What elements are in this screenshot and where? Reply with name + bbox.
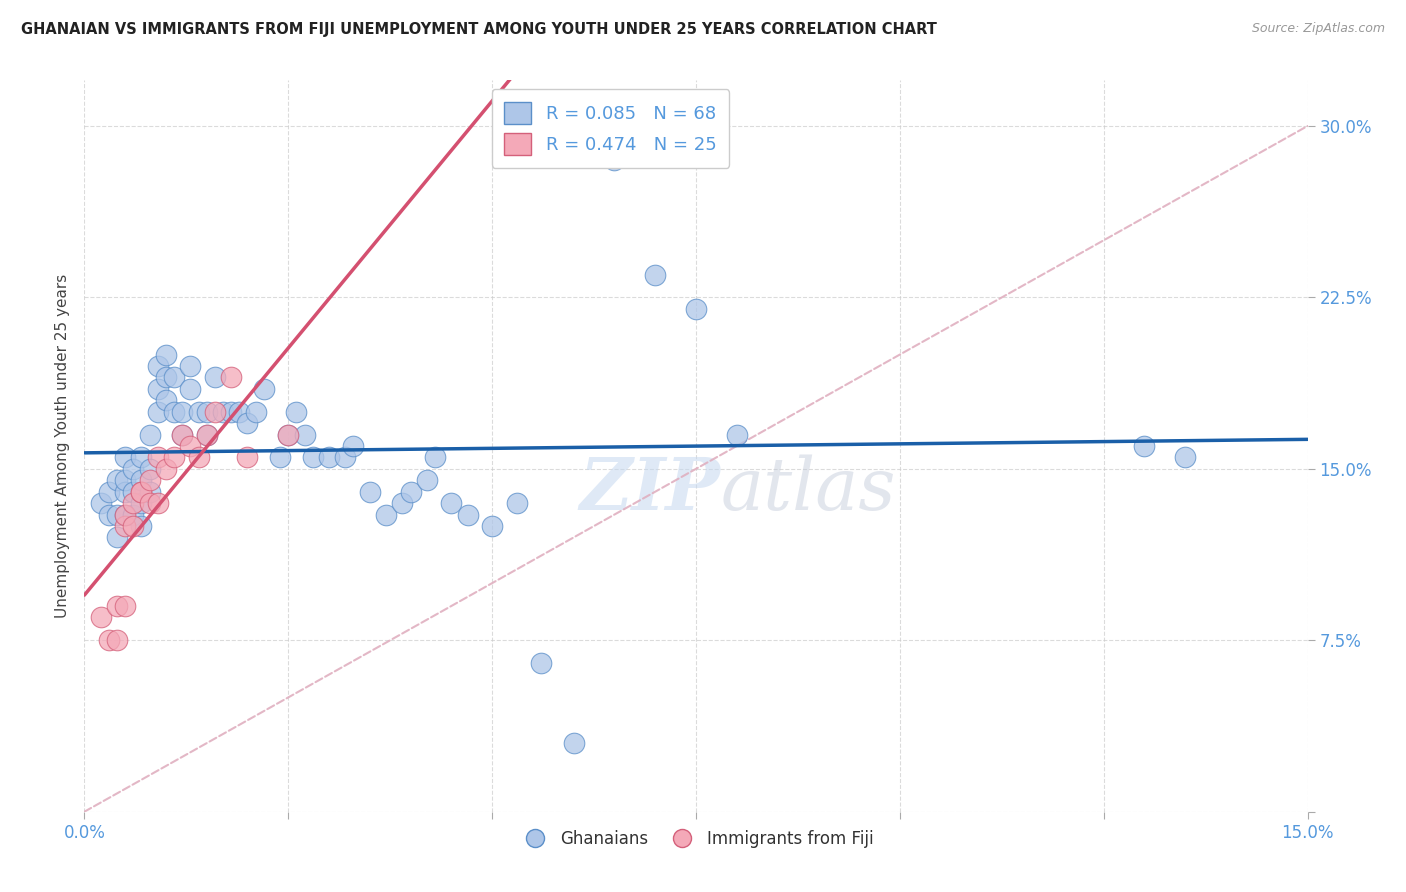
Point — [131, 519, 153, 533]
Point — [481, 519, 503, 533]
Point — [114, 599, 136, 613]
Point — [114, 519, 136, 533]
Point — [505, 496, 527, 510]
Legend: Ghanaians, Immigrants from Fiji: Ghanaians, Immigrants from Fiji — [512, 823, 880, 855]
Point — [219, 370, 242, 384]
Point — [335, 450, 357, 465]
Point — [245, 405, 267, 419]
Point — [236, 416, 259, 430]
Point — [97, 633, 120, 648]
Point — [359, 484, 381, 499]
Point — [212, 405, 235, 419]
Point — [155, 347, 177, 362]
Point — [114, 508, 136, 522]
Point — [131, 450, 153, 465]
Point — [253, 382, 276, 396]
Point — [155, 462, 177, 476]
Point — [269, 450, 291, 465]
Point — [1133, 439, 1156, 453]
Point — [97, 508, 120, 522]
Point — [131, 496, 153, 510]
Point — [172, 427, 194, 442]
Point — [146, 450, 169, 465]
Point — [114, 508, 136, 522]
Point — [375, 508, 398, 522]
Point — [131, 484, 153, 499]
Point — [131, 473, 153, 487]
Text: Source: ZipAtlas.com: Source: ZipAtlas.com — [1251, 22, 1385, 36]
Point — [146, 405, 169, 419]
Point — [423, 450, 446, 465]
Point — [1174, 450, 1197, 465]
Point — [416, 473, 439, 487]
Point — [391, 496, 413, 510]
Point — [105, 633, 128, 648]
Point — [138, 427, 160, 442]
Point — [440, 496, 463, 510]
Point — [204, 405, 226, 419]
Point — [195, 427, 218, 442]
Point — [146, 382, 169, 396]
Point — [195, 427, 218, 442]
Point — [179, 359, 201, 373]
Point — [236, 450, 259, 465]
Point — [114, 484, 136, 499]
Point — [603, 153, 626, 168]
Point — [219, 405, 242, 419]
Point — [172, 405, 194, 419]
Point — [179, 382, 201, 396]
Point — [187, 405, 209, 419]
Point — [105, 530, 128, 544]
Point — [277, 427, 299, 442]
Point — [155, 393, 177, 408]
Point — [97, 484, 120, 499]
Point — [122, 519, 145, 533]
Point — [277, 427, 299, 442]
Point — [138, 473, 160, 487]
Point — [138, 496, 160, 510]
Point — [163, 405, 186, 419]
Point — [172, 427, 194, 442]
Point — [179, 439, 201, 453]
Point — [146, 496, 169, 510]
Point — [285, 405, 308, 419]
Point — [685, 301, 707, 316]
Point — [301, 450, 323, 465]
Point — [131, 484, 153, 499]
Text: GHANAIAN VS IMMIGRANTS FROM FIJI UNEMPLOYMENT AMONG YOUTH UNDER 25 YEARS CORRELA: GHANAIAN VS IMMIGRANTS FROM FIJI UNEMPLO… — [21, 22, 936, 37]
Point — [294, 427, 316, 442]
Point — [163, 370, 186, 384]
Point — [90, 496, 112, 510]
Point — [90, 610, 112, 624]
Point — [122, 462, 145, 476]
Point — [342, 439, 364, 453]
Point — [114, 450, 136, 465]
Point — [146, 359, 169, 373]
Point — [138, 462, 160, 476]
Point — [228, 405, 250, 419]
Point — [562, 736, 585, 750]
Point — [122, 496, 145, 510]
Point — [644, 268, 666, 282]
Point — [105, 508, 128, 522]
Point — [155, 370, 177, 384]
Point — [105, 599, 128, 613]
Point — [122, 484, 145, 499]
Text: atlas: atlas — [720, 455, 896, 525]
Point — [204, 370, 226, 384]
Point — [399, 484, 422, 499]
Point — [725, 427, 748, 442]
Point — [318, 450, 340, 465]
Point — [138, 484, 160, 499]
Point — [195, 405, 218, 419]
Point — [163, 450, 186, 465]
Point — [122, 508, 145, 522]
Point — [187, 450, 209, 465]
Point — [530, 656, 553, 670]
Point — [457, 508, 479, 522]
Point — [114, 473, 136, 487]
Point — [105, 473, 128, 487]
Text: ZIP: ZIP — [579, 454, 720, 525]
Y-axis label: Unemployment Among Youth under 25 years: Unemployment Among Youth under 25 years — [55, 274, 70, 618]
